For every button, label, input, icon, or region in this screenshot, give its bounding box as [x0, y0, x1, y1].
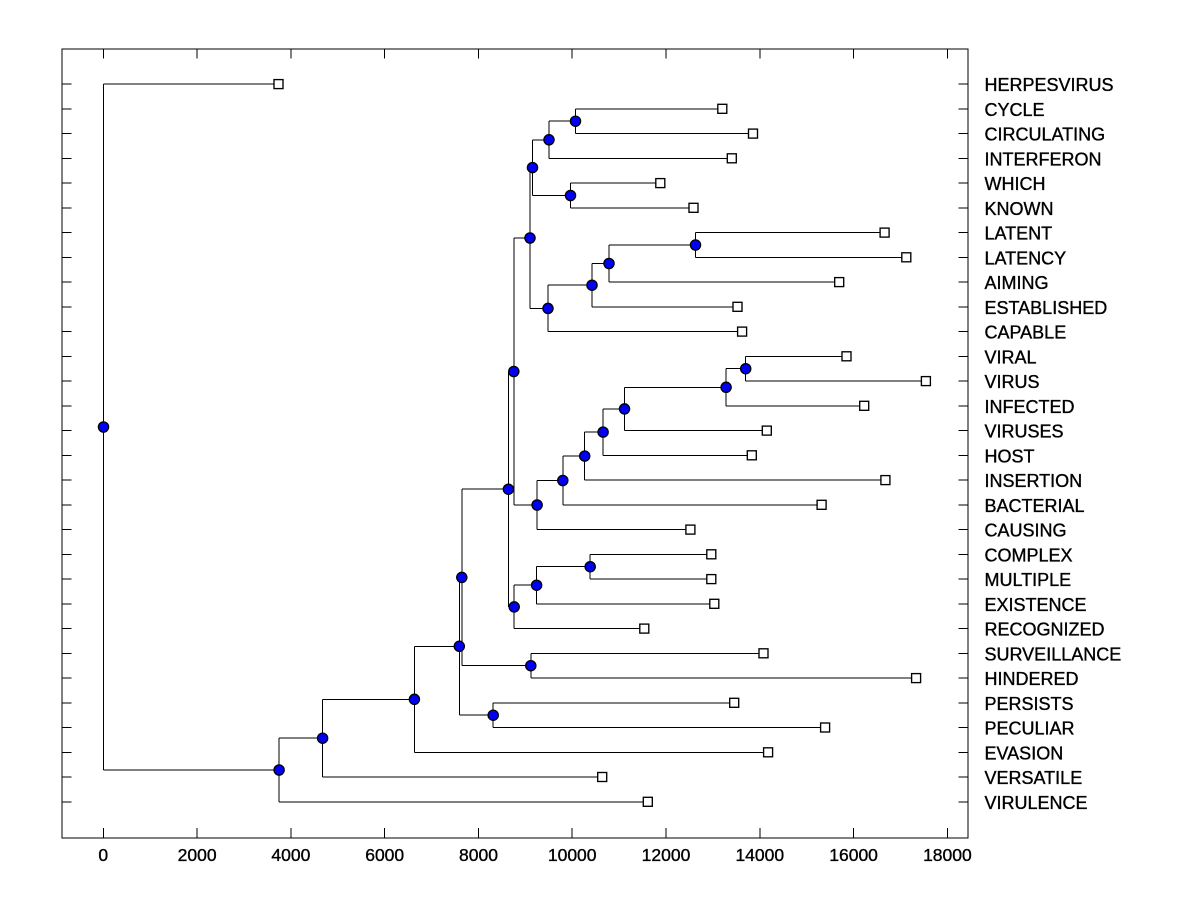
svg-text:VIRAL: VIRAL	[985, 347, 1037, 367]
svg-text:RECOGNIZED: RECOGNIZED	[985, 620, 1105, 640]
svg-text:4000: 4000	[271, 845, 310, 865]
svg-text:VIRULENCE: VIRULENCE	[985, 793, 1088, 813]
svg-text:HOST: HOST	[985, 446, 1035, 466]
svg-text:INTERFERON: INTERFERON	[985, 149, 1102, 169]
svg-text:18000: 18000	[923, 845, 972, 865]
svg-text:VIRUS: VIRUS	[985, 372, 1040, 392]
svg-text:BACTERIAL: BACTERIAL	[985, 496, 1085, 516]
svg-text:0: 0	[98, 845, 108, 865]
svg-text:8000: 8000	[459, 845, 498, 865]
svg-text:VERSATILE: VERSATILE	[985, 768, 1083, 788]
svg-text:PERSISTS: PERSISTS	[985, 694, 1074, 714]
svg-text:HERPESVIRUS: HERPESVIRUS	[985, 75, 1114, 95]
svg-text:VIRUSES: VIRUSES	[985, 422, 1064, 442]
svg-text:INSERTION: INSERTION	[985, 471, 1083, 491]
svg-text:LATENCY: LATENCY	[985, 248, 1067, 268]
svg-text:PECULIAR: PECULIAR	[985, 719, 1075, 739]
svg-text:EVASION: EVASION	[985, 743, 1064, 763]
svg-text:ESTABLISHED: ESTABLISHED	[985, 298, 1108, 318]
svg-text:AIMING: AIMING	[985, 273, 1049, 293]
svg-text:CYCLE: CYCLE	[985, 100, 1045, 120]
svg-text:6000: 6000	[365, 845, 404, 865]
svg-text:EXISTENCE: EXISTENCE	[985, 595, 1087, 615]
svg-text:CIRCULATING: CIRCULATING	[985, 125, 1106, 145]
svg-text:WHICH: WHICH	[985, 174, 1046, 194]
svg-text:INFECTED: INFECTED	[985, 397, 1075, 417]
svg-text:16000: 16000	[829, 845, 878, 865]
svg-text:CAPABLE: CAPABLE	[985, 323, 1067, 343]
svg-text:12000: 12000	[642, 845, 691, 865]
svg-text:HINDERED: HINDERED	[985, 669, 1079, 689]
svg-text:CAUSING: CAUSING	[985, 521, 1067, 541]
svg-text:2000: 2000	[178, 845, 217, 865]
svg-text:LATENT: LATENT	[985, 224, 1053, 244]
svg-text:14000: 14000	[735, 845, 784, 865]
svg-text:SURVEILLANCE: SURVEILLANCE	[985, 644, 1122, 664]
svg-text:10000: 10000	[548, 845, 597, 865]
svg-text:COMPLEX: COMPLEX	[985, 545, 1073, 565]
svg-text:KNOWN: KNOWN	[985, 199, 1054, 219]
svg-text:MULTIPLE: MULTIPLE	[985, 570, 1072, 590]
